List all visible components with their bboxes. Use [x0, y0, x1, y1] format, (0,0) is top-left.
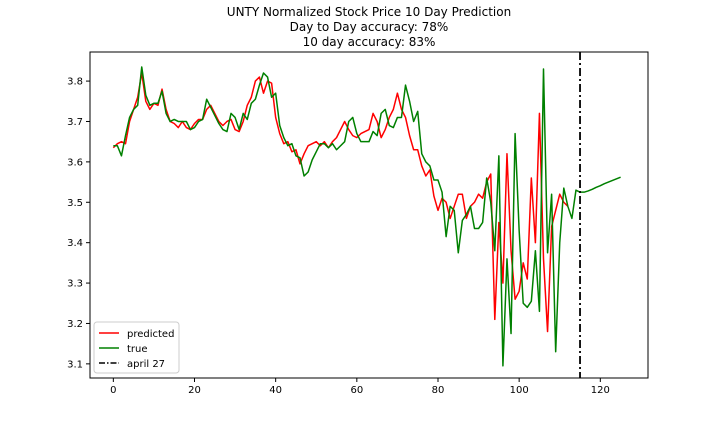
x-tick-label-100: 100	[510, 385, 529, 396]
x-tick-label-40: 40	[269, 385, 282, 396]
chart-title-line-3: 10 day accuracy: 83%	[303, 35, 436, 49]
plot-area	[89, 51, 649, 379]
y-tick-label-3.7: 3.7	[67, 117, 83, 128]
x-tick-label-60: 60	[350, 385, 363, 396]
legend-label-april-27: april 27	[127, 359, 165, 370]
y-tick-label-3.1: 3.1	[67, 359, 83, 370]
x-axis: 0 20 40 60 80 100 120	[110, 378, 610, 396]
x-tick-label-80: 80	[432, 385, 445, 396]
y-tick-label-3.5: 3.5	[67, 198, 83, 209]
y-axis: 3.1 3.2 3.3 3.4 3.5 3.6 3.7 3.8	[67, 77, 90, 370]
x-tick-label-120: 120	[591, 385, 610, 396]
legend-box	[93, 321, 180, 374]
x-tick-label-20: 20	[188, 385, 201, 396]
y-tick-label-3.2: 3.2	[67, 319, 83, 330]
axes-spines	[89, 51, 649, 379]
chart-title-line-1: UNTY Normalized Stock Price 10 Day Predi…	[227, 5, 511, 19]
series-layer	[112, 66, 621, 367]
chart-title-line-2: Day to Day accuracy: 78%	[290, 20, 449, 34]
y-tick-label-3.6: 3.6	[67, 157, 83, 168]
y-tick-label-3.3: 3.3	[67, 279, 83, 290]
legend-label-true: true	[127, 344, 148, 355]
y-tick-label-3.8: 3.8	[67, 77, 83, 88]
y-tick-label-3.4: 3.4	[67, 238, 83, 249]
legend-label-predicted: predicted	[127, 329, 174, 340]
x-tick-label-0: 0	[110, 385, 116, 396]
series-line-true	[113, 66, 621, 367]
legend: predicted true april 27	[93, 321, 180, 374]
